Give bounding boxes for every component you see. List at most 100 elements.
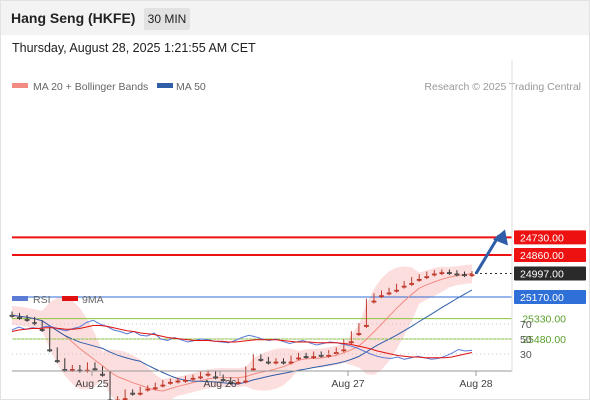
level-label-support: 24860.00 xyxy=(520,250,564,262)
candle-body xyxy=(167,381,173,384)
legend-swatch-ma20 xyxy=(12,83,28,88)
rsi-tick-label: 30 xyxy=(520,349,532,361)
candle-body xyxy=(439,272,445,275)
timeframe-badge[interactable]: 30 MIN xyxy=(144,8,190,30)
candle-body xyxy=(333,352,339,354)
candle-body xyxy=(17,316,22,319)
candle-body xyxy=(288,361,294,364)
level-badge-support xyxy=(514,230,586,245)
candle-body xyxy=(341,349,347,352)
rsi-panel: 70 50 30 xyxy=(11,319,532,361)
level-label-resistance: 25480.00 xyxy=(522,334,566,346)
candle-body xyxy=(454,273,460,276)
rsi-tick-label: 70 xyxy=(520,319,532,331)
level-label-last-price: 24997.00 xyxy=(520,269,564,281)
candlesticks xyxy=(9,269,475,400)
level-label-resistance: 25330.00 xyxy=(522,314,566,326)
level-label-pivot: 25170.00 xyxy=(520,292,564,304)
moving-averages xyxy=(11,273,473,392)
bollinger-bands xyxy=(12,264,472,400)
candle-body xyxy=(296,357,301,360)
x-tick-label: Aug 28 xyxy=(459,378,492,390)
candle-body xyxy=(39,329,45,331)
candle-body xyxy=(348,341,354,344)
candle-body xyxy=(379,295,384,298)
candle-body xyxy=(228,381,234,384)
candle-body xyxy=(160,384,166,387)
legend-ma50: MA 50 xyxy=(176,81,206,93)
candle-body xyxy=(235,381,241,384)
candle-body xyxy=(152,387,158,390)
credit-text: Research © 2025 Trading Central xyxy=(424,81,581,93)
candle-body xyxy=(198,376,203,379)
candle-body xyxy=(265,361,271,364)
candle-body xyxy=(205,373,211,376)
candle-body xyxy=(243,380,249,383)
legend-swatch-rsi xyxy=(12,296,28,301)
candle-body xyxy=(47,349,53,352)
candle-body xyxy=(183,379,188,382)
ma50-line xyxy=(11,289,473,385)
candle-body xyxy=(130,392,136,395)
candle-body xyxy=(446,272,452,275)
ma20-line xyxy=(11,273,473,392)
candle-body xyxy=(386,292,392,295)
legend-9ma: 9MA xyxy=(82,294,104,306)
forecast-arrow-head xyxy=(493,229,508,246)
legend-swatch-9ma xyxy=(62,296,78,301)
candle-body xyxy=(137,392,143,395)
candle-body xyxy=(371,300,377,303)
x-ticks: Aug 25 Aug 26 Aug 27 Aug 28 xyxy=(75,371,493,390)
legend-rsi: RSI xyxy=(33,294,51,306)
legend-swatch-ma50 xyxy=(157,83,173,88)
candle-body xyxy=(409,283,415,285)
x-tick-label: Aug 27 xyxy=(331,378,364,390)
candle-body xyxy=(318,354,324,357)
candle-body xyxy=(469,274,475,277)
candle-body xyxy=(213,376,219,379)
candle-body xyxy=(356,333,362,335)
chart-datetime: Thursday, August 28, 2025 1:21:55 AM CET xyxy=(12,41,256,55)
rsi-tick-label: 50 xyxy=(520,334,532,346)
candle-body xyxy=(303,356,309,359)
level-badge-last-price xyxy=(514,266,586,281)
rsi-series-rsi xyxy=(11,319,473,360)
forecast-arrow-shaft xyxy=(474,234,501,275)
x-tick-label: Aug 25 xyxy=(75,378,108,390)
candle-body xyxy=(145,388,151,391)
candle-body xyxy=(326,354,332,357)
legend-ma20: MA 20 + Bollinger Bands xyxy=(33,81,148,93)
candle-body xyxy=(394,289,399,292)
candle-body xyxy=(220,379,226,382)
candle-body xyxy=(364,325,369,327)
forecast-arrow xyxy=(474,229,508,275)
title-bar: Hang Seng (HKFE) 30 MIN xyxy=(1,1,589,35)
candle-body xyxy=(424,276,430,279)
candle-body xyxy=(416,278,422,281)
level-label-support: 24730.00 xyxy=(520,232,564,244)
candle-body xyxy=(190,377,196,380)
candle-body xyxy=(273,361,279,364)
candle-body xyxy=(250,368,256,371)
candle-body xyxy=(69,369,75,371)
level-labels: 25480.00 25330.00 25170.00 24997.00 24860.00… xyxy=(514,230,586,346)
rsi-series-9ma xyxy=(11,325,473,359)
candle-body xyxy=(24,318,30,321)
candle-body xyxy=(92,368,98,371)
instrument-title: Hang Seng (HKFE) xyxy=(11,10,136,26)
x-tick-label: Aug 26 xyxy=(203,378,236,390)
candle-body xyxy=(401,285,407,288)
candle-body xyxy=(431,273,437,276)
level-badge-support xyxy=(514,248,586,262)
candle-body xyxy=(258,358,264,361)
candle-body xyxy=(122,398,128,400)
candle-body xyxy=(281,361,286,364)
candle-body xyxy=(311,356,317,359)
candle-body xyxy=(32,322,38,325)
candle-body xyxy=(54,360,60,363)
bollinger-band-area xyxy=(12,264,472,400)
candle-body xyxy=(9,314,15,317)
candle-body xyxy=(175,380,181,383)
candle-body xyxy=(62,369,68,371)
